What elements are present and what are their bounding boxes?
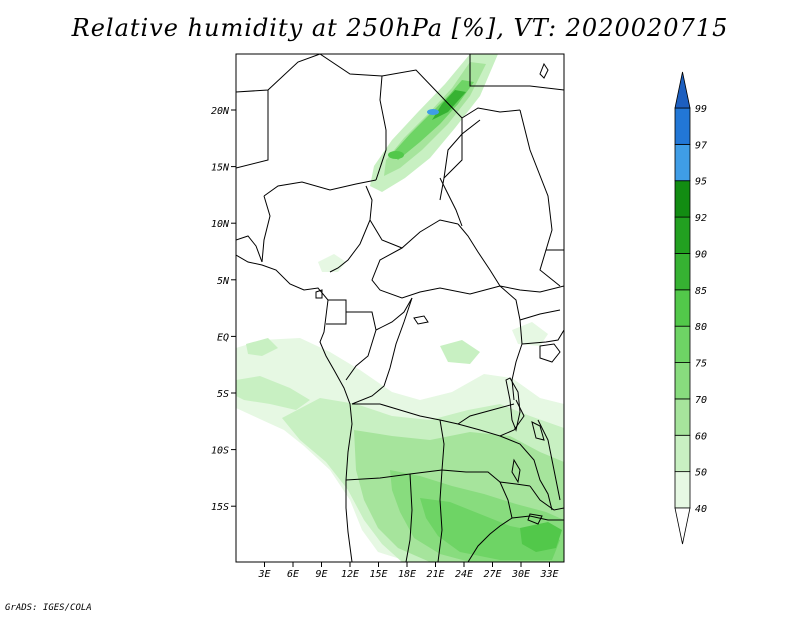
country-borders <box>236 54 564 562</box>
colorbar-label: 40 <box>695 504 707 515</box>
chart-title: Relative humidity at 250hPa [%], VT: 202… <box>71 14 729 42</box>
colorbar-segment <box>674 325 691 363</box>
colorbar-segment <box>674 253 691 291</box>
colorbar-label: 60 <box>695 431 707 442</box>
colorbar-label: 70 <box>695 395 707 406</box>
lon-tick-label: 33E <box>539 569 558 580</box>
lon-tick-label: 27E <box>483 569 501 580</box>
humidity-shading <box>236 54 564 562</box>
colorbar-label: 85 <box>695 286 707 297</box>
colorbar-label: 50 <box>695 468 707 479</box>
colorbar-label: 95 <box>695 177 707 188</box>
lat-tick-label: 5N <box>217 276 230 287</box>
lat-tick-label: 5S <box>217 389 229 400</box>
colorbar-high-arrow <box>674 71 691 109</box>
colorbar-low-arrow <box>674 507 691 545</box>
lon-tick-label: 30E <box>511 569 530 580</box>
latitude-axis: 20N 15N 10N 5N EQ 5S 10S 15S <box>211 106 236 513</box>
lon-tick-label: 24E <box>455 569 473 580</box>
colorbar-label: 97 <box>695 140 707 151</box>
lat-tick-label: EQ <box>217 332 229 343</box>
colorbar-segment <box>674 107 691 145</box>
colorbar-label: 92 <box>695 213 707 224</box>
lon-tick-label: 21E <box>426 569 444 580</box>
colorbar-label: 80 <box>695 322 707 333</box>
lon-tick-label: 15E <box>369 569 387 580</box>
colorbar-label: 75 <box>695 359 707 370</box>
colorbar-segment <box>674 434 691 473</box>
longitude-axis: 3E 6E 9E 12E 15E 18E 21E 24E 27E 30E 33E <box>257 562 559 580</box>
grads-credit: GrADS: IGES/COLA <box>5 603 92 613</box>
lat-tick-label: 15S <box>211 502 229 513</box>
lat-tick-label: 10N <box>211 219 230 230</box>
lon-tick-label: 9E <box>315 569 327 580</box>
colorbar-segment <box>674 143 691 182</box>
colorbar-label: 99 <box>695 104 707 115</box>
lon-tick-label: 18E <box>398 569 416 580</box>
lon-tick-label: 6E <box>287 569 299 580</box>
colorbar-segment <box>674 362 691 400</box>
colorbar-segment <box>674 471 691 509</box>
colorbar-segment <box>674 216 691 254</box>
lon-tick-label: 3E <box>257 569 270 580</box>
colorbar-segment <box>674 180 691 218</box>
colorbar-label: 90 <box>695 249 707 260</box>
colorbar-segment <box>674 289 691 327</box>
lat-tick-label: 20N <box>211 106 230 117</box>
map-frame <box>235 53 565 563</box>
lat-tick-label: 10S <box>211 446 229 457</box>
colorbar-segment <box>674 398 691 436</box>
lat-tick-label: 15N <box>211 163 230 174</box>
colorbar: 40 50 60 70 75 80 85 90 92 95 97 99 <box>674 71 707 545</box>
lon-tick-label: 12E <box>341 569 359 580</box>
